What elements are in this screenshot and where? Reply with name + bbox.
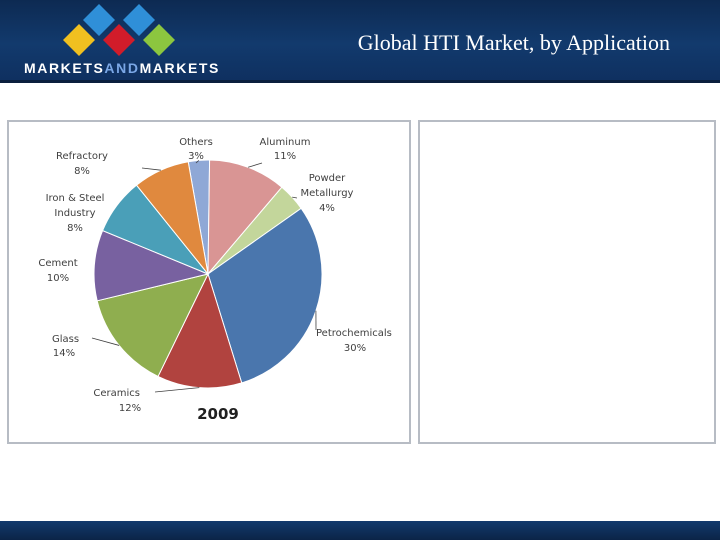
slice-name-label: Iron & Steel bbox=[46, 193, 105, 204]
slice-name-label: Metallurgy bbox=[301, 188, 354, 199]
year-annotation: 2009 bbox=[197, 405, 239, 423]
slice-name-label: Aluminum bbox=[260, 137, 311, 148]
logo-diamond-red bbox=[103, 24, 135, 56]
leader-line bbox=[292, 196, 298, 199]
slice-name-label: Ceramics bbox=[93, 388, 140, 399]
slice-name-label: Petrochemicals bbox=[316, 328, 392, 339]
pie-slice-aluminum bbox=[207, 159, 283, 276]
slice-name-label: Glass bbox=[52, 334, 79, 345]
slice-percent-label: 8% bbox=[67, 223, 83, 234]
slice-percent-label: 8% bbox=[74, 166, 90, 177]
logo-wordmark: MARKETSANDMARKETS bbox=[24, 60, 220, 76]
slice-percent-label: 4% bbox=[319, 203, 335, 214]
slice-percent-label: 30% bbox=[344, 343, 366, 354]
header-divider bbox=[0, 80, 720, 83]
leader-line bbox=[154, 387, 200, 393]
logo-diamonds-icon bbox=[63, 4, 175, 56]
slice-percent-label: 3% bbox=[188, 151, 204, 162]
logo-diamond-blue-top2 bbox=[123, 4, 155, 36]
pie-slice-petrochemicals bbox=[207, 207, 323, 384]
logo-diamond-green bbox=[143, 24, 175, 56]
pie-slice-glass bbox=[96, 273, 209, 378]
logo-diamond-blue-top bbox=[83, 4, 115, 36]
slice-percent-label: 11% bbox=[274, 151, 296, 162]
slice-name-label: Cement bbox=[38, 258, 77, 269]
leader-line bbox=[195, 160, 200, 164]
slice-name-label: Others bbox=[179, 137, 213, 148]
leader-line bbox=[141, 167, 161, 171]
slice-percent-label: 12% bbox=[119, 403, 141, 414]
slice-percent-label: 10% bbox=[47, 273, 69, 284]
footer-bar bbox=[0, 521, 720, 540]
slice-name-label: Powder bbox=[309, 173, 346, 184]
slice-name-label: Refractory bbox=[56, 151, 108, 162]
empty-panel bbox=[418, 120, 716, 444]
slice-name-label: Industry bbox=[54, 208, 95, 219]
pie-slice-cement bbox=[93, 229, 210, 302]
logo-diamond-yellow bbox=[63, 24, 95, 56]
pie-slice-ceramics bbox=[157, 272, 243, 389]
leader-line bbox=[247, 162, 263, 168]
leader-line bbox=[91, 337, 120, 346]
slice-percent-label: 14% bbox=[53, 348, 75, 359]
pie-slice-refractory bbox=[135, 161, 209, 275]
page-title: Global HTI Market, by Application bbox=[357, 30, 670, 55]
header-bar: MARKETSANDMARKETS Global HTI Market, by … bbox=[0, 0, 720, 80]
